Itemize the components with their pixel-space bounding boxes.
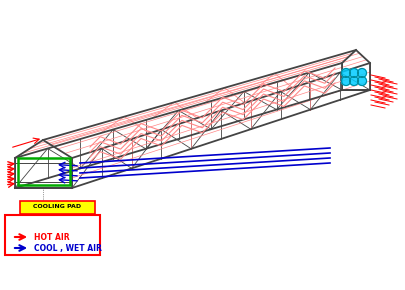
Text: HOT AIR: HOT AIR: [34, 233, 70, 242]
Bar: [5, 215, 100, 255]
FancyBboxPatch shape: [20, 201, 95, 214]
Text: COOLING PAD: COOLING PAD: [33, 204, 81, 209]
Circle shape: [350, 77, 358, 86]
Circle shape: [341, 77, 350, 86]
Circle shape: [358, 68, 367, 77]
Circle shape: [358, 77, 367, 86]
Circle shape: [350, 68, 358, 77]
Circle shape: [341, 68, 350, 77]
Text: COOL , WET AIR: COOL , WET AIR: [34, 244, 102, 253]
